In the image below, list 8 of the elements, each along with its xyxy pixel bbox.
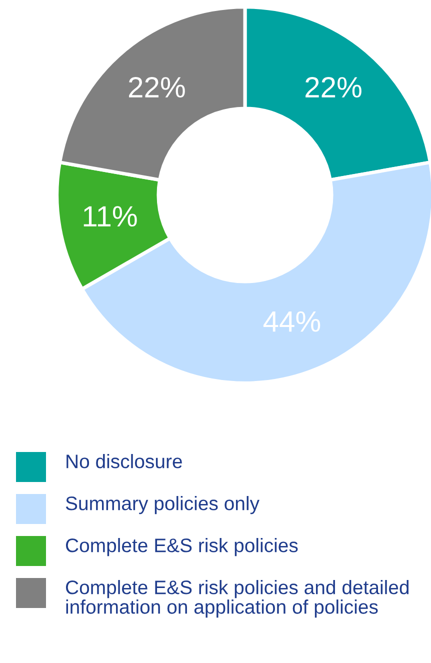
data-label: 44% [263,311,320,332]
data-label: 22% [306,76,362,98]
legend-label: Complete E&S risk policies [66,538,298,556]
legend-label: No disclosure [66,454,182,468]
data-label: 22% [129,76,185,98]
legend-label: Complete E&S risk policies and detailed information on application of policies [66,580,409,618]
legend-label: Summary policies only [66,496,260,514]
data-label: 11% [84,206,137,227]
